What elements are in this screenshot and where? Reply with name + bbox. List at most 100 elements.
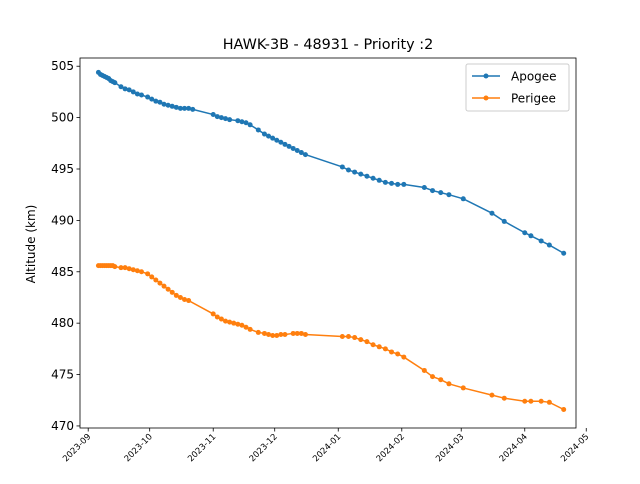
apogee-point: [126, 87, 132, 93]
y-tick: 500: [51, 111, 80, 125]
perigee-point: [169, 289, 175, 295]
perigee-point: [153, 277, 159, 283]
perigee-point: [255, 329, 261, 335]
axes-frame: [79, 57, 577, 429]
apogee-point: [173, 104, 179, 110]
perigee-point: [239, 322, 245, 328]
perigee-point: [130, 267, 136, 273]
apogee-point: [546, 242, 552, 248]
apogee-point: [290, 145, 296, 151]
apogee-point: [157, 99, 163, 105]
apogee-point: [430, 188, 436, 194]
apogee-point: [274, 137, 280, 143]
apogee-point: [223, 116, 229, 122]
perigee-point: [173, 292, 179, 298]
series-layer: [95, 69, 567, 412]
perigee-point: [382, 346, 388, 352]
y-tick-label: 475: [51, 368, 74, 382]
y-tick: 490: [51, 213, 80, 227]
perigee-point: [210, 311, 216, 317]
perigee-point: [270, 333, 276, 338]
apogee-point: [421, 185, 427, 190]
perigee-point: [223, 318, 229, 324]
perigee-point: [126, 266, 132, 272]
perigee-series: [95, 263, 567, 412]
perigee-point: [149, 274, 155, 280]
perigee-point: [243, 324, 249, 330]
perigee-point: [122, 265, 128, 271]
apogee-point: [177, 105, 183, 111]
perigee-point: [145, 271, 151, 277]
perigee-point: [370, 342, 376, 348]
y-tick: 485: [51, 265, 80, 279]
apogee-point: [186, 105, 192, 111]
apogee-point: [214, 114, 220, 120]
apogee-point: [161, 101, 167, 107]
legend-label-apogee: Apogee: [511, 70, 557, 84]
apogee-point: [261, 131, 267, 137]
apogee-point: [227, 117, 233, 123]
perigee-point: [112, 264, 118, 270]
apogee-point: [145, 94, 151, 100]
y-tick-label: 495: [51, 162, 74, 176]
apogee-point: [149, 96, 155, 102]
apogee-point: [522, 230, 528, 236]
perigee-point: [546, 399, 552, 405]
perigee-point: [261, 330, 267, 336]
apogee-point: [134, 91, 140, 97]
apogee-point: [153, 98, 159, 104]
perigee-point: [294, 330, 300, 336]
y-tick-label: 485: [51, 265, 74, 279]
perigee-point: [389, 349, 395, 355]
apogee-point: [118, 84, 124, 90]
legend-label-perigee: Perigee: [511, 92, 556, 106]
perigee-point: [352, 335, 358, 341]
perigee-point: [182, 297, 188, 303]
y-tick-label: 480: [51, 316, 74, 330]
perigee-point: [186, 298, 192, 304]
legend-marker-apogee: [483, 73, 489, 79]
perigee-point: [489, 392, 495, 398]
perigee-point: [235, 321, 241, 327]
apogee-point: [243, 120, 249, 126]
perigee-point: [561, 407, 567, 412]
apogee-point: [190, 106, 196, 112]
perigee-point: [460, 385, 466, 391]
y-tick: 470: [51, 419, 80, 433]
apogee-point: [389, 180, 395, 186]
y-tick-label: 505: [51, 59, 74, 73]
legend-entry-apogee: Apogee: [472, 70, 557, 84]
apogee-point: [138, 92, 144, 98]
apogee-point: [210, 112, 216, 118]
perigee-point: [395, 351, 401, 357]
y-tick: 480: [51, 316, 80, 330]
apogee-point: [364, 173, 370, 179]
y-axis-label: Altitude (km): [24, 205, 38, 284]
apogee-point: [561, 250, 567, 256]
y-tick-label: 470: [51, 419, 74, 433]
perigee-point: [358, 337, 364, 343]
perigee-point: [528, 398, 534, 404]
perigee-point: [522, 398, 528, 404]
perigee-point: [247, 326, 253, 332]
apogee-series: [95, 69, 567, 256]
apogee-point: [346, 167, 351, 173]
perigee-point: [401, 354, 407, 360]
y-tick: 475: [51, 368, 80, 382]
perigee-point: [231, 320, 237, 326]
apogee-point: [501, 218, 507, 224]
apogee-point: [401, 181, 407, 187]
apogee-point: [302, 152, 308, 158]
legend-marker-perigee: [483, 95, 489, 101]
apogee-point: [182, 105, 188, 111]
apogee-point: [339, 164, 345, 170]
apogee-point: [286, 143, 292, 149]
perigee-point: [227, 319, 233, 325]
y-tick: 505: [51, 59, 80, 73]
apogee-point: [460, 196, 466, 202]
apogee-point: [169, 103, 175, 109]
perigee-point: [501, 395, 507, 401]
apogee-point: [218, 115, 224, 121]
apogee-point: [395, 181, 401, 187]
perigee-point: [430, 374, 436, 380]
